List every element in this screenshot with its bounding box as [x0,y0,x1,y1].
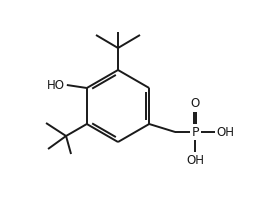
Text: O: O [191,97,200,110]
Text: OH: OH [186,154,204,167]
Text: P: P [191,125,199,138]
Text: OH: OH [216,125,234,138]
Text: HO: HO [47,78,65,91]
